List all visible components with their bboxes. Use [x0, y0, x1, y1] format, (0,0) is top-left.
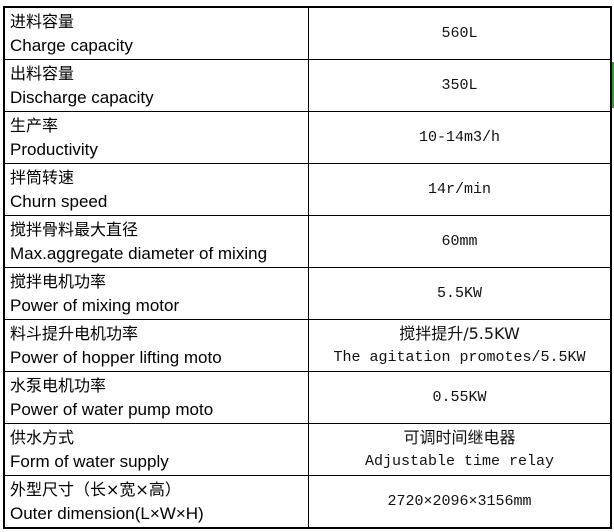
label-en: Max.aggregate diameter of mixing [10, 243, 268, 263]
label-en: Form of water supply [10, 451, 169, 471]
label-cn: 搅拌骨料最大直径 [10, 219, 139, 239]
label-cn: 出料容量 [10, 63, 75, 83]
spec-value: 350L [308, 59, 612, 112]
table-row: 出料容量 Discharge capacity 350L [3, 59, 612, 112]
value-en: 560L [441, 24, 478, 42]
spec-label: 料斗提升电机功率 Power of hopper lifting moto [3, 319, 309, 372]
label-en: Power of water pump moto [10, 399, 214, 419]
label-cn: 生产率 [10, 115, 59, 135]
spec-value: 搅拌提升/5.5KW The agitation promotes/5.5KW [308, 319, 612, 372]
label-cn: 料斗提升电机功率 [10, 323, 139, 343]
value-cn: 搅拌提升/5.5KW [399, 323, 520, 343]
spec-value: 10-14m3/h [308, 111, 612, 164]
spec-value: 2720×2096×3156mm [308, 475, 612, 529]
green-edge-line [612, 62, 614, 108]
spec-label: 出料容量 Discharge capacity [3, 59, 309, 112]
label-cn: 搅拌电机功率 [10, 271, 107, 291]
spec-label: 生产率 Productivity [3, 111, 309, 164]
table-row: 搅拌骨料最大直径 Max.aggregate diameter of mixing… [3, 215, 612, 268]
value-en: 60mm [441, 232, 478, 250]
label-en: Power of hopper lifting moto [10, 347, 222, 367]
value-en: Adjustable time relay [364, 452, 555, 470]
table-row: 供水方式 Form of water supply 可调时间继电器 Adjustabl… [3, 423, 612, 476]
label-en: Charge capacity [10, 35, 133, 55]
spec-value: 560L [308, 6, 612, 60]
spec-label: 供水方式 Form of water supply [3, 423, 309, 476]
label-en: Discharge capacity [10, 87, 154, 107]
spec-label: 外型尺寸（长×宽×高） Outer dimension(L×W×H) [3, 475, 309, 529]
value-en: 5.5KW [436, 284, 482, 302]
spec-value: 60mm [308, 215, 612, 268]
value-cn: 可调时间继电器 [403, 427, 516, 447]
label-cn: 供水方式 [10, 427, 75, 447]
label-cn: 进料容量 [10, 11, 75, 31]
table-row: 水泵电机功率 Power of water pump moto 0.55KW [3, 371, 612, 424]
spec-label: 水泵电机功率 Power of water pump moto [3, 371, 309, 424]
label-en: Productivity [10, 139, 98, 159]
value-en: 14r/min [427, 180, 491, 198]
label-cn: 外型尺寸（长×宽×高） [10, 479, 181, 499]
table-row: 拌筒转速 Churn speed 14r/min [3, 163, 612, 216]
value-en: 2720×2096×3156mm [387, 492, 532, 510]
label-en: Outer dimension(L×W×H) [10, 503, 204, 523]
spec-label: 进料容量 Charge capacity [3, 6, 309, 60]
spec-table: 进料容量 Charge capacity 560L 出料容量 Discharge cap… [3, 6, 612, 529]
label-en: Power of mixing motor [10, 295, 180, 315]
label-en: Churn speed [10, 191, 108, 211]
value-en: 0.55KW [432, 388, 487, 406]
table-row: 外型尺寸（长×宽×高） Outer dimension(L×W×H) 2720×20… [3, 475, 612, 529]
table-row: 搅拌电机功率 Power of mixing motor 5.5KW [3, 267, 612, 320]
table-row: 进料容量 Charge capacity 560L [3, 6, 612, 60]
value-en: The agitation promotes/5.5KW [333, 348, 586, 366]
spec-value: 可调时间继电器 Adjustable time relay [308, 423, 612, 476]
spec-value: 5.5KW [308, 267, 612, 320]
value-en: 10-14m3/h [418, 128, 500, 146]
label-cn: 拌筒转速 [10, 167, 75, 187]
table-row: 料斗提升电机功率 Power of hopper lifting moto 搅拌提升… [3, 319, 612, 372]
table-row: 生产率 Productivity 10-14m3/h [3, 111, 612, 164]
spec-label: 搅拌电机功率 Power of mixing motor [3, 267, 309, 320]
spec-label: 拌筒转速 Churn speed [3, 163, 309, 216]
value-en: 350L [441, 76, 478, 94]
spec-value: 14r/min [308, 163, 612, 216]
label-cn: 水泵电机功率 [10, 375, 107, 395]
spec-value: 0.55KW [308, 371, 612, 424]
spec-label: 搅拌骨料最大直径 Max.aggregate diameter of mixing [3, 215, 309, 268]
